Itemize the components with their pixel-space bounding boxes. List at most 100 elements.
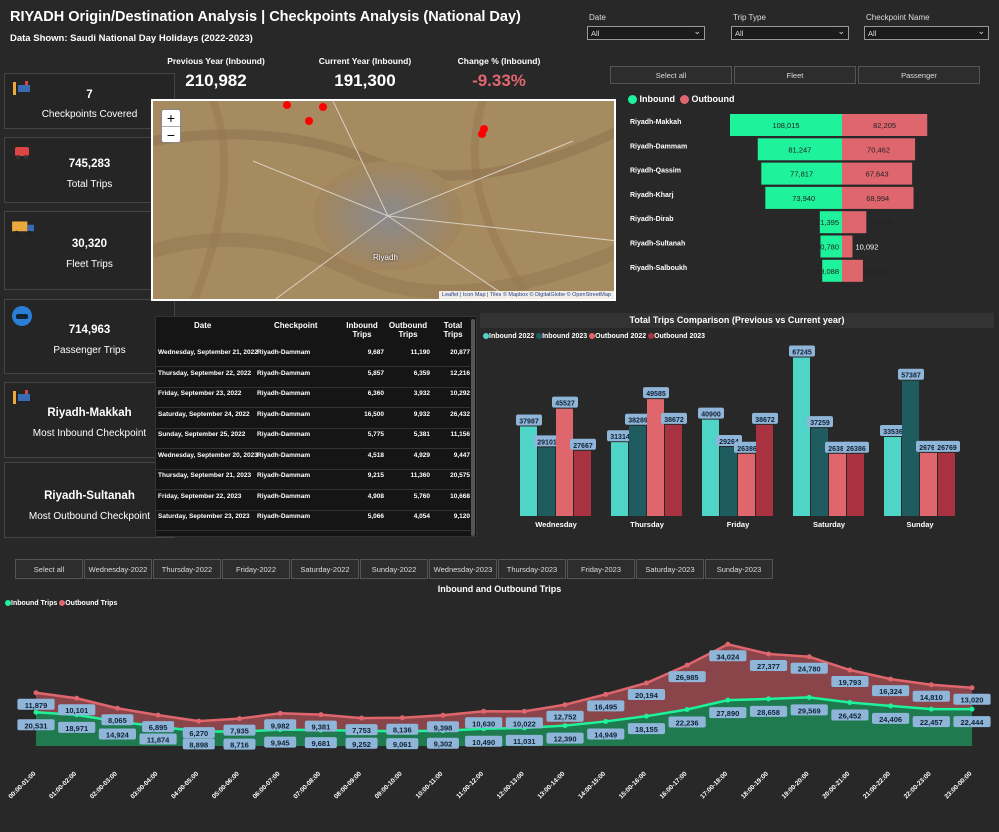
truck-icon xyxy=(12,221,34,237)
checkpoint-icon xyxy=(13,390,30,404)
outbound-value-label: 7,935 xyxy=(230,727,249,736)
inbound-point xyxy=(969,706,975,712)
legend-dot-outbound-2023 xyxy=(648,333,655,340)
cell-checkpoint: Riyadh-Dammam xyxy=(257,492,311,500)
cell-outbound: 5,381 xyxy=(413,431,430,438)
filter-trip-type-select[interactable]: All ⌄ xyxy=(731,26,849,40)
trip-type-select-all-button[interactable]: Select all xyxy=(610,66,732,84)
day-button-thursday-2022[interactable]: Thursday-2022 xyxy=(153,559,221,579)
outbound-value-label-bg xyxy=(668,671,706,683)
table-row[interactable]: Saturday, September 23, 2023 Riyadh-Damma… xyxy=(156,511,470,531)
hour-tick-label: 21:00-22:00 xyxy=(862,770,892,800)
outbound-value-label: 10,022 xyxy=(513,719,536,728)
inbound-point xyxy=(562,723,568,729)
hour-tick-label: 02:00-03:00 xyxy=(89,770,119,800)
bar-label-bg xyxy=(698,407,724,419)
outbound-value-label: 9,381 xyxy=(311,723,330,732)
table-row[interactable]: Saturday, September 24, 2022 Riyadh-Damma… xyxy=(156,409,470,429)
inbound-value-label: 9,252 xyxy=(352,740,371,749)
inbound-value-label: 73,940 xyxy=(792,194,815,203)
col-header-date: Date xyxy=(194,321,212,330)
trip-type-fleet-button[interactable]: Fleet xyxy=(734,66,856,84)
filter-checkpoint-select[interactable]: All ⌄ xyxy=(864,26,989,40)
table-row[interactable]: Thursday, September 22, 2022 Riyadh-Damma… xyxy=(156,368,470,388)
cell-outbound: 6,359 xyxy=(413,369,430,377)
hour-tick-label: 11:00-12:00 xyxy=(455,770,485,800)
table-row[interactable]: Wednesday, September 21, 2022 Riyadh-Damm… xyxy=(156,347,470,367)
checkpoint-label: Riyadh-Kharj xyxy=(630,192,674,199)
hour-tick-label: 12:00-13:00 xyxy=(496,770,526,800)
day-button-friday-2023[interactable]: Friday-2023 xyxy=(567,559,635,579)
outbound-legend-label: Outbound xyxy=(691,94,735,104)
inbound-value-label-bg xyxy=(749,705,788,717)
zoom-in-button[interactable]: + xyxy=(162,110,180,127)
cell-total: 26,432 xyxy=(450,410,470,418)
kpi-most-inbound-card: Riyadh-Makkah Most Inbound Checkpoint xyxy=(4,382,175,458)
outbound-value-label-bg xyxy=(953,693,991,705)
outbound-value-label-bg xyxy=(546,710,584,722)
map-attribution[interactable]: Leaflet | Icon Map | Tiles © Mapbox © Di… xyxy=(438,291,614,299)
inbound-value-label-bg xyxy=(627,723,666,735)
checkpoint-label: Riyadh-Salboukh xyxy=(630,265,687,272)
cell-date: Thursday, September 21, 2023 xyxy=(158,472,252,479)
inbound-value-label: 22,444 xyxy=(961,718,985,727)
bar-label-bg xyxy=(898,368,924,380)
prev-year-label: Previous Year (Inbound) xyxy=(167,56,265,66)
inbound-point xyxy=(888,703,894,709)
inbound-value-label: 9,945 xyxy=(271,739,290,748)
table-scrollbar[interactable] xyxy=(471,319,475,536)
day-button-friday-2022[interactable]: Friday-2022 xyxy=(222,559,290,579)
day-button-sunday-2023[interactable]: Sunday-2023 xyxy=(705,559,773,579)
map-zoom-control[interactable]: + − xyxy=(161,109,181,143)
day-button-wednesday-2023[interactable]: Wednesday-2023 xyxy=(429,559,497,579)
cell-checkpoint: Riyadh-Dammam xyxy=(257,369,311,377)
trips-table[interactable]: Date Checkpoint Inbound Trips Outbound T… xyxy=(155,316,477,537)
hour-tick-label: 23:00-00:00 xyxy=(943,770,973,800)
bar-label-bg xyxy=(934,440,960,452)
outbound-point xyxy=(33,690,39,696)
outbound-value-label-bg xyxy=(749,659,788,671)
day-button-select-all[interactable]: Select all xyxy=(15,559,83,579)
inbound-bar xyxy=(822,259,842,282)
outbound-point xyxy=(562,702,568,708)
table-row[interactable]: Sunday, September 25, 2022 Riyadh-Dammam 5… xyxy=(156,429,470,449)
table-row[interactable]: Thursday, September 21, 2023 Riyadh-Damma… xyxy=(156,470,470,490)
outbound-point xyxy=(196,718,202,724)
day-button-saturday-2022[interactable]: Saturday-2022 xyxy=(291,559,359,579)
comparison-bar-label: 40900 xyxy=(701,412,721,419)
comparison-bar-label: 26769 xyxy=(937,445,957,452)
inbound-point xyxy=(928,706,934,712)
table-row[interactable]: Friday, September 23, 2022 Riyadh-Dammam 6… xyxy=(156,388,470,408)
day-button-sunday-2022[interactable]: Sunday-2022 xyxy=(360,559,428,579)
table-row[interactable]: Friday, September 22, 2023 Riyadh-Dammam 4… xyxy=(156,491,470,511)
outbound-point xyxy=(888,676,894,682)
change-value: -9.33% xyxy=(472,71,526,90)
outbound-bar xyxy=(842,186,914,209)
legend-dot-outbound xyxy=(59,600,66,607)
outbound-point xyxy=(603,691,609,697)
day-button-wednesday-2022[interactable]: Wednesday-2022 xyxy=(84,559,152,579)
filter-date-select[interactable]: All ⌄ xyxy=(587,26,705,40)
map-view[interactable]: Riyadh + − Leaflet | Icon Map | Tiles © … xyxy=(151,99,616,301)
inbound-value-label: 14,949 xyxy=(594,730,617,739)
outbound-value-label-bg xyxy=(17,698,55,710)
cell-inbound: 5,857 xyxy=(367,369,384,377)
checkpoint-label: Riyadh-Qassim xyxy=(630,168,681,175)
zoom-out-button[interactable]: − xyxy=(166,127,176,143)
cell-total: 20,575 xyxy=(450,472,470,479)
filter-checkpoint-label: Checkpoint Name xyxy=(866,13,930,22)
table-row[interactable]: Wednesday, September 20, 2023 Riyadh-Damm… xyxy=(156,450,470,470)
legend-inbound-2022: Inbound 2022 xyxy=(489,333,535,340)
area-chart-title: Inbound and Outbound Trips xyxy=(437,584,562,594)
inbound-point xyxy=(806,694,812,700)
inbound-value-label-bg xyxy=(223,738,256,750)
inbound-bar xyxy=(819,211,842,234)
outbound-value-label-bg xyxy=(223,724,256,736)
kpi-label: Fleet Trips xyxy=(66,259,113,270)
cell-outbound: 4,929 xyxy=(413,451,430,459)
day-button-thursday-2023[interactable]: Thursday-2023 xyxy=(498,559,566,579)
kpi-most-outbound-card: Riyadh-Sultanah Most Outbound Checkpoint xyxy=(4,462,175,538)
day-button-saturday-2023[interactable]: Saturday-2023 xyxy=(636,559,704,579)
car-icon xyxy=(12,306,32,326)
trip-type-passenger-button[interactable]: Passenger xyxy=(858,66,980,84)
